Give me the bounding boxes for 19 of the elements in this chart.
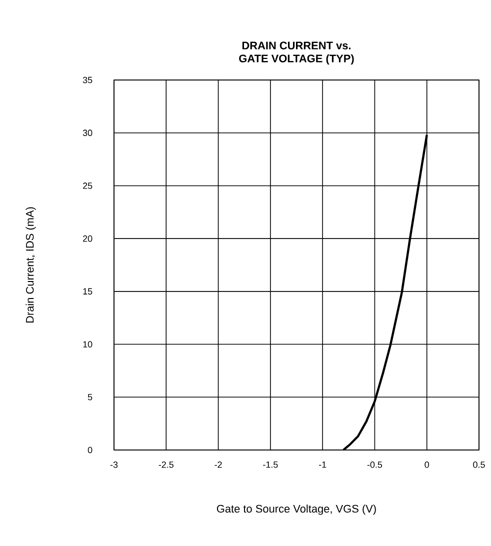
y-tick-label: 5 [88,394,92,400]
y-tick-label: 25 [83,182,92,189]
x-tick-label: -3 [110,461,118,468]
x-tick-label: -2 [214,461,222,468]
x-tick-label: -0.5 [367,461,382,468]
y-tick-label: 0 [88,446,92,454]
y-tick-label: 30 [82,130,92,136]
x-tick-label: 0.5 [473,461,485,468]
y-axis-title: Drain Current, IDS (mA) [26,207,36,323]
y-tick-label: 35 [82,76,92,84]
x-tick-label: -2.5 [158,461,174,468]
y-tick-label: 10 [83,341,92,348]
y-tick-label: 15 [83,288,92,295]
x-axis-title: Gate to Source Voltage, VGS (V) [216,504,376,515]
chart-title: DRAIN CURRENT vs. GATE VOLTAGE (TYP) [239,42,354,65]
x-tick-label: 0 [424,461,430,468]
x-tick-label: -1 [318,461,326,468]
x-tick-label: -1.5 [263,461,278,468]
y-tick-label: 20 [83,235,92,242]
